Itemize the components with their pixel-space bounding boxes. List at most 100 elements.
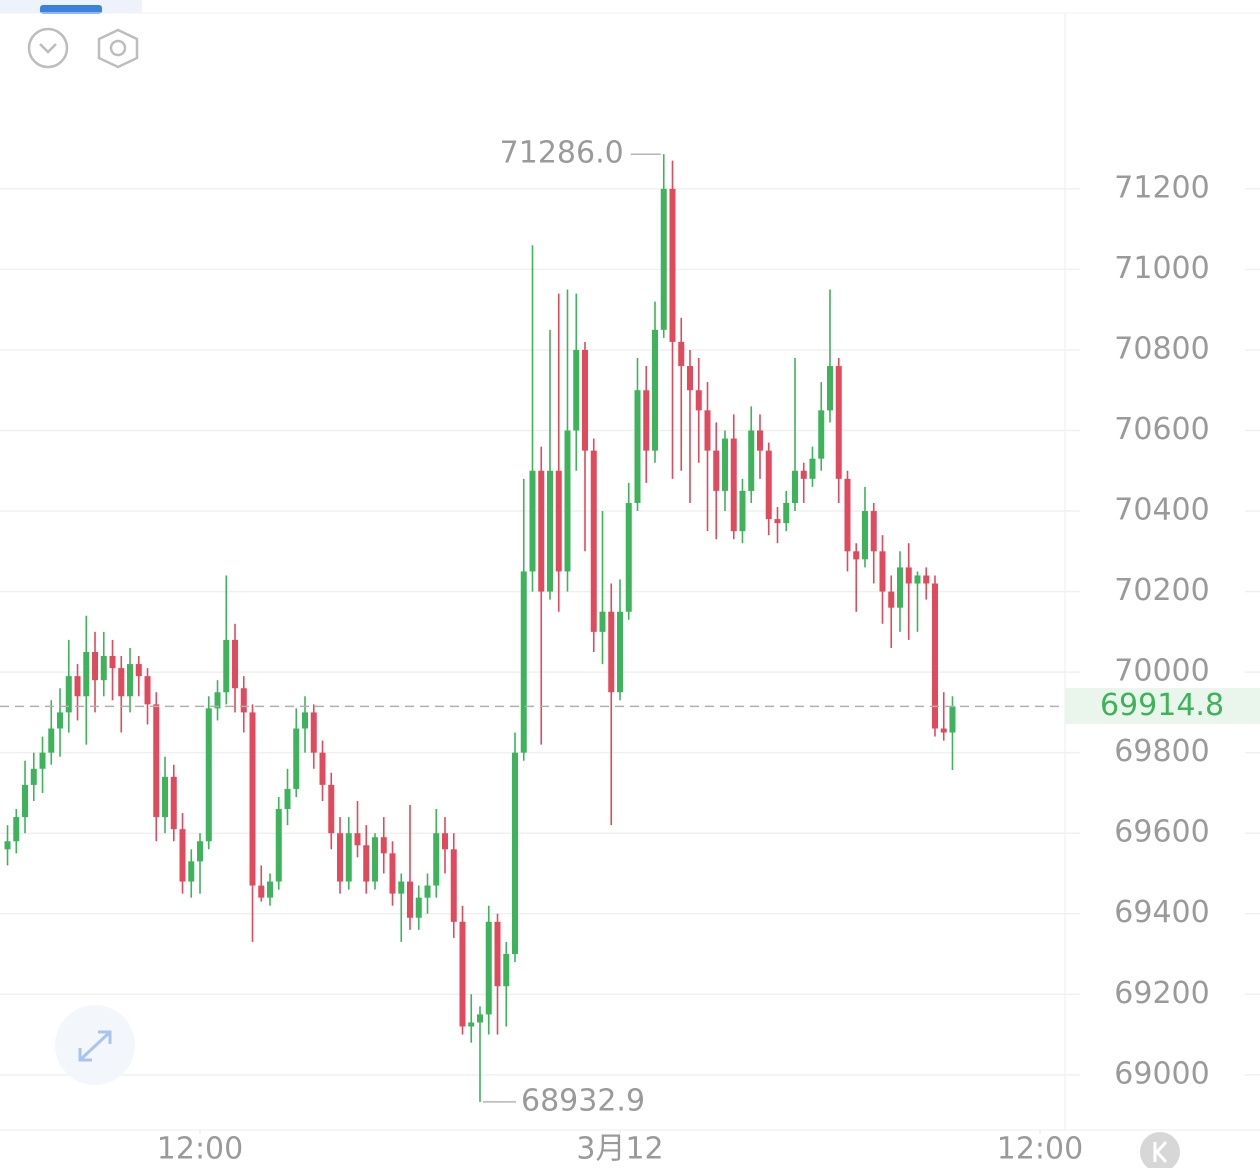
candle-body <box>765 450 772 520</box>
candle-body <box>923 575 930 584</box>
y-tick-label: 70800 <box>1114 331 1209 366</box>
candle-body <box>118 668 125 697</box>
collapse-icon[interactable] <box>27 27 69 69</box>
candle-body <box>249 712 256 886</box>
candle-body <box>337 833 344 882</box>
settings-icon[interactable] <box>97 28 139 69</box>
candle-body <box>800 470 807 479</box>
candle-body <box>372 837 379 882</box>
candle-body <box>555 470 562 572</box>
candle-body <box>433 833 440 886</box>
candle-body <box>678 341 685 367</box>
candle-body <box>896 567 903 608</box>
y-tick-label: 69600 <box>1114 815 1209 850</box>
candle-body <box>713 450 720 491</box>
candle-body <box>92 651 99 681</box>
y-tick-label: 70200 <box>1114 573 1209 608</box>
candle-body <box>293 728 300 789</box>
candle-body <box>214 692 221 709</box>
candle-body <box>144 676 151 705</box>
k-badge[interactable] <box>1140 1132 1180 1168</box>
plot-area: 69000 69200 69400 69600 69800 70000 70200 70400… <box>0 136 1260 1167</box>
candle-body <box>485 921 492 1015</box>
candle-body <box>74 676 81 697</box>
candle-body <box>879 551 886 592</box>
candle-body <box>564 430 571 572</box>
candle-body <box>389 853 396 894</box>
candle-body <box>634 390 641 503</box>
candle-body <box>529 470 536 572</box>
candle-body <box>643 390 650 451</box>
candle-body <box>127 664 134 697</box>
candle-body <box>861 511 868 560</box>
y-tick-label: 70600 <box>1114 412 1209 447</box>
candle-body <box>730 438 737 532</box>
y-tick-label: 70400 <box>1114 493 1209 528</box>
y-tick-label: 69400 <box>1114 895 1209 930</box>
candle-body <box>651 329 658 451</box>
tab-indicator[interactable] <box>40 5 102 14</box>
candle-body <box>109 656 116 669</box>
candle-body <box>826 366 833 411</box>
low-label: 68932.9 <box>521 1083 645 1118</box>
candle-body <box>520 571 527 753</box>
candle-body <box>748 430 755 491</box>
candle-body <box>477 1014 484 1023</box>
candle-body <box>407 881 414 918</box>
candle-body <box>197 841 204 862</box>
high-label: 71286.0 <box>500 136 624 171</box>
candle-body <box>774 519 781 524</box>
candle-body <box>721 438 728 491</box>
candle-body <box>949 706 956 733</box>
candle-body <box>162 776 169 818</box>
candle-body <box>188 861 195 882</box>
x-tick-label: 12:00 <box>157 1132 243 1167</box>
y-tick-label: 70000 <box>1114 654 1209 689</box>
candle-body <box>940 728 947 733</box>
candle-body <box>319 752 326 785</box>
candle-body <box>258 885 265 898</box>
candle-body <box>494 921 501 987</box>
candle-body <box>354 833 361 846</box>
candle-body <box>546 470 553 592</box>
y-tick-label: 71200 <box>1114 170 1209 205</box>
candle-body <box>284 788 291 810</box>
candle-body <box>267 881 274 898</box>
expand-button[interactable] <box>55 1005 135 1085</box>
candle-body <box>275 809 282 882</box>
candle-body <box>57 712 64 729</box>
candle-body <box>205 708 212 842</box>
candle-body <box>599 611 606 632</box>
candle-body <box>232 639 239 689</box>
candle-body <box>581 349 588 451</box>
candle-body <box>512 752 519 955</box>
candle-body <box>818 410 825 459</box>
candle-body <box>65 676 72 713</box>
y-tick-label: 69200 <box>1114 976 1209 1011</box>
candle-body <box>179 829 186 882</box>
candle-body <box>345 833 352 882</box>
candle-body <box>30 768 37 785</box>
candle-body <box>240 688 247 713</box>
candle-body <box>573 349 580 431</box>
candle-body <box>783 502 790 524</box>
candle-body <box>4 841 11 850</box>
candle-body <box>739 490 746 532</box>
candle-body <box>13 817 20 842</box>
candle-body <box>625 502 632 612</box>
candle-body <box>695 390 702 411</box>
candle-body <box>608 611 615 693</box>
candle-body <box>328 784 335 834</box>
candle-body <box>503 954 510 987</box>
candle-body <box>310 712 317 753</box>
candle-body <box>704 410 711 451</box>
y-tick-label: 71000 <box>1114 251 1209 286</box>
candle-body <box>100 656 107 681</box>
candle-body <box>616 611 623 693</box>
candle-body <box>302 712 309 729</box>
candle-body <box>660 188 667 330</box>
candle-body <box>153 704 160 818</box>
candle-body <box>48 728 55 753</box>
